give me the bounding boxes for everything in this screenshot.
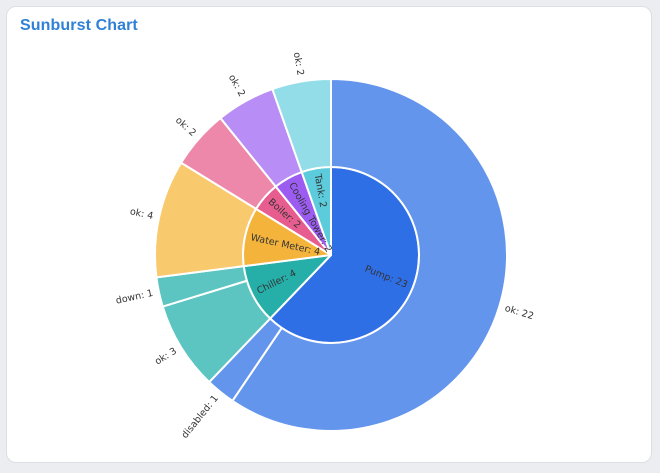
outer-label-cooling-tower-ok: ok: 2 <box>226 73 247 99</box>
outer-label-chiller-ok: ok: 3 <box>153 346 179 368</box>
outer-label-boiler-ok: ok: 2 <box>173 115 198 139</box>
outer-label-pump-ok: ok: 22 <box>503 303 535 322</box>
outer-ring <box>154 78 508 432</box>
outer-segment-tank-ok[interactable] <box>271 78 332 174</box>
outer-label-chiller-down: down: 1 <box>115 288 154 307</box>
chart-title: Sunburst Chart <box>20 17 138 34</box>
outer-label-tank-ok: ok: 2 <box>291 51 306 76</box>
outer-label-pump-disabled: disabled: 1 <box>180 393 221 441</box>
outer-segment-pump-ok[interactable] <box>231 78 508 432</box>
chart-card: Sunburst Chart Pump: 23 Chiller: 4 Water M… <box>6 6 652 463</box>
outer-label-water-meter-ok: ok: 4 <box>129 206 154 222</box>
